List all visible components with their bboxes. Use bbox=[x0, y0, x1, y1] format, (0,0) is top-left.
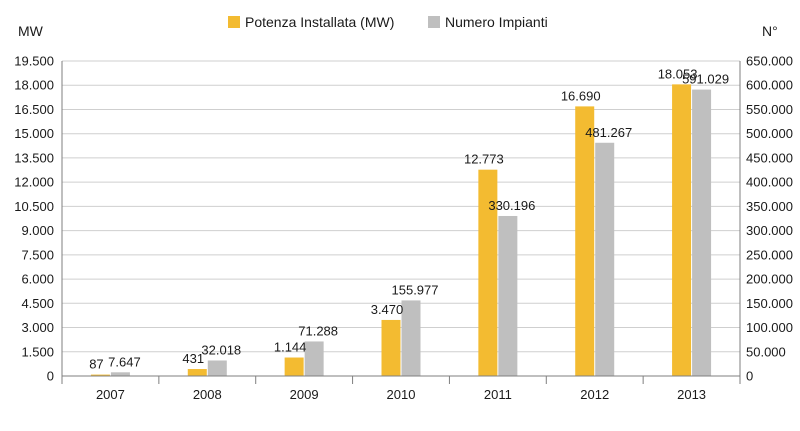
y-tick-left: 7.500 bbox=[21, 247, 54, 262]
y-axis-left-unit: MW bbox=[18, 23, 44, 39]
y-tick-right: 200.000 bbox=[746, 272, 793, 287]
bar-potenza bbox=[90, 374, 110, 376]
bars bbox=[90, 84, 712, 377]
y-tick-right: 400.000 bbox=[746, 175, 793, 190]
y-tick-right: 550.000 bbox=[746, 102, 793, 117]
gridlines bbox=[62, 60, 740, 353]
y-tick-left: 19.500 bbox=[14, 54, 54, 69]
legend-swatch-impianti bbox=[428, 16, 440, 28]
legend: Potenza Installata (MW) Numero Impianti bbox=[228, 14, 548, 30]
y-tick-right: 50.000 bbox=[746, 344, 786, 359]
bar-impianti bbox=[207, 360, 227, 376]
y-tick-left: 9.000 bbox=[21, 223, 54, 238]
y-tick-right: 600.000 bbox=[746, 78, 793, 93]
y-tick-left: 12.000 bbox=[14, 175, 54, 190]
bar-potenza bbox=[284, 357, 304, 376]
data-label-potenza: 16.690 bbox=[561, 88, 601, 103]
x-tick-label: 2008 bbox=[193, 387, 222, 402]
bar-impianti bbox=[498, 215, 518, 376]
data-label-impianti: 481.267 bbox=[585, 125, 632, 140]
x-tick-label: 2009 bbox=[290, 387, 319, 402]
y-tick-left: 18.000 bbox=[14, 78, 54, 93]
data-label-impianti: 7.647 bbox=[108, 354, 141, 369]
bar-potenza bbox=[187, 369, 207, 376]
data-label-potenza: 431 bbox=[182, 351, 204, 366]
bar-impianti bbox=[110, 372, 130, 376]
y-tick-left: 16.500 bbox=[14, 102, 54, 117]
y-tick-left: 3.000 bbox=[21, 320, 54, 335]
x-tick-label: 2010 bbox=[387, 387, 416, 402]
y-tick-right: 0 bbox=[746, 369, 753, 384]
y-tick-left: 6.000 bbox=[21, 272, 54, 287]
y-tick-right: 450.000 bbox=[746, 150, 793, 165]
bar-impianti bbox=[692, 89, 712, 377]
y-tick-left: 13.500 bbox=[14, 150, 54, 165]
y-tick-right: 150.000 bbox=[746, 296, 793, 311]
y-tick-right: 350.000 bbox=[746, 199, 793, 214]
y-axis-right-unit: N° bbox=[762, 23, 778, 39]
data-label-impianti: 32.018 bbox=[201, 342, 241, 357]
bar-impianti bbox=[401, 300, 421, 376]
x-tick-label: 2013 bbox=[677, 387, 706, 402]
data-label-impianti: 155.977 bbox=[392, 282, 439, 297]
x-tick-label: 2007 bbox=[96, 387, 125, 402]
y-tick-right: 100.000 bbox=[746, 320, 793, 335]
legend-swatch-potenza bbox=[228, 16, 240, 28]
bar-impianti bbox=[595, 142, 615, 376]
legend-label-impianti: Numero Impianti bbox=[445, 14, 548, 30]
y-tick-left: 15.000 bbox=[14, 126, 54, 141]
x-tick-label: 2012 bbox=[580, 387, 609, 402]
bar-potenza bbox=[672, 84, 692, 376]
legend-label-potenza: Potenza Installata (MW) bbox=[245, 14, 394, 30]
data-label-potenza: 3.470 bbox=[371, 302, 404, 317]
x-tick-label: 2011 bbox=[484, 387, 512, 402]
bar-impianti bbox=[304, 341, 324, 376]
y-tick-right: 250.000 bbox=[746, 247, 793, 262]
data-label-potenza: 18.053 bbox=[658, 66, 698, 81]
y-tick-right: 500.000 bbox=[746, 126, 793, 141]
data-label-impianti: 71.288 bbox=[298, 323, 338, 338]
y-tick-left: 4.500 bbox=[21, 296, 54, 311]
bar-potenza bbox=[381, 319, 401, 376]
data-label-impianti: 330.196 bbox=[488, 198, 535, 213]
y-tick-right: 300.000 bbox=[746, 223, 793, 238]
y-tick-right: 650.000 bbox=[746, 54, 793, 69]
axes: 0 0 1.500 50.000 3.000 100.000 4.500 150.000 6.0… bbox=[14, 54, 793, 403]
y-tick-left: 10.500 bbox=[14, 199, 54, 214]
bar-potenza bbox=[478, 169, 498, 376]
data-label-potenza: 12.773 bbox=[464, 152, 504, 167]
bar-potenza bbox=[575, 106, 595, 377]
data-label-impianti: 591.029 bbox=[682, 72, 729, 87]
y-tick-left: 0 bbox=[47, 369, 54, 384]
data-label-potenza: 87 bbox=[89, 357, 103, 372]
y-tick-left: 1.500 bbox=[21, 344, 54, 359]
data-label-potenza: 1.144 bbox=[274, 340, 307, 355]
